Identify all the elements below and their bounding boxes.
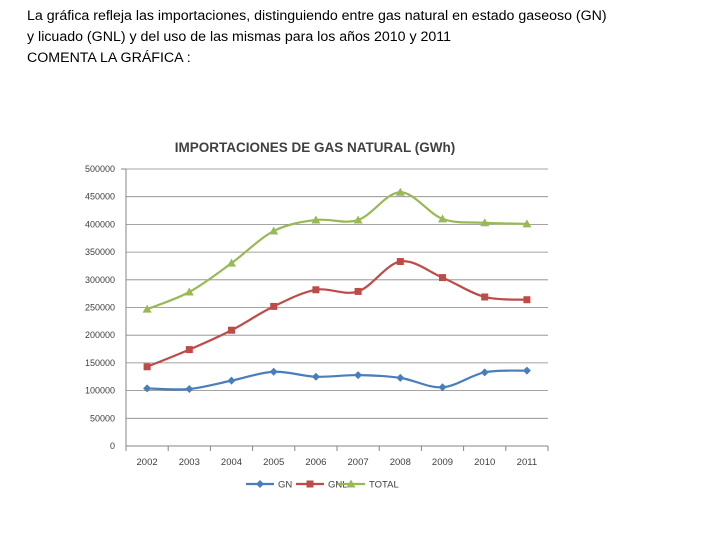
- y-tick-label: 300000: [85, 275, 115, 285]
- legend-marker-gn: [256, 480, 264, 488]
- data-point-gn: [522, 366, 531, 375]
- y-tick-label: 500000: [85, 164, 115, 174]
- data-point-total: [522, 219, 532, 228]
- intro-text: La gráfica refleja las importaciones, di…: [27, 6, 707, 69]
- data-point-gn: [185, 384, 194, 393]
- x-tick-label: 2005: [263, 457, 284, 468]
- intro-line-2: y licuado (GNL) y del uso de las mismas …: [27, 29, 452, 45]
- y-tick-label: 450000: [85, 192, 115, 202]
- data-point-gnl: [481, 293, 489, 301]
- series-line-gnl: [146, 260, 527, 368]
- chart-title: IMPORTACIONES DE GAS NATURAL (GWh): [175, 140, 456, 155]
- data-point-total: [438, 214, 447, 223]
- data-point-gnl: [143, 363, 151, 371]
- y-tick-label: 200000: [85, 330, 115, 340]
- x-tick-label: 2006: [305, 457, 326, 468]
- data-point-total: [311, 215, 321, 224]
- data-point-total: [353, 215, 363, 224]
- data-point-total: [227, 258, 236, 267]
- legend-label-gn: GN: [278, 480, 292, 491]
- y-tick-label: 0: [110, 441, 115, 451]
- data-point-gn: [143, 384, 152, 393]
- data-point-gn: [227, 376, 236, 385]
- data-point-gn: [438, 383, 447, 392]
- x-tick-label: 2007: [348, 457, 369, 468]
- y-tick-label: 350000: [85, 247, 115, 257]
- x-tick-label: 2009: [432, 457, 453, 468]
- data-point-gn: [480, 368, 489, 377]
- data-point-total: [184, 287, 194, 296]
- legend-marker-gnl: [306, 480, 314, 488]
- y-tick-label: 50000: [90, 413, 115, 423]
- data-point-gn: [311, 372, 320, 381]
- intro-line-3: COMENTA LA GRÁFICA :: [27, 50, 191, 66]
- data-point-gn: [269, 367, 278, 376]
- x-tick-label: 2010: [474, 457, 495, 468]
- data-point-gn: [396, 373, 405, 382]
- data-point-gnl: [396, 258, 404, 266]
- legend-marker-total: [346, 479, 356, 488]
- data-point-gnl: [354, 287, 362, 295]
- x-tick-label: 2011: [517, 457, 537, 468]
- x-tick-label: 2008: [390, 457, 411, 468]
- data-point-gnl: [439, 274, 446, 282]
- data-point-gnl: [228, 326, 235, 334]
- x-tick-label: 2004: [221, 457, 242, 468]
- y-tick-label: 100000: [85, 386, 115, 396]
- data-point-gnl: [312, 286, 320, 294]
- data-point-gnl: [270, 302, 278, 310]
- data-point-gn: [354, 371, 363, 380]
- data-point-total: [480, 218, 490, 227]
- x-tick-label: 2003: [179, 457, 200, 468]
- data-point-total: [395, 187, 405, 196]
- intro-line-1: La gráfica refleja las importaciones, di…: [27, 8, 607, 24]
- data-point-total: [269, 226, 279, 235]
- series-line-total: [146, 191, 527, 311]
- data-point-total: [142, 304, 152, 313]
- y-tick-label: 250000: [85, 303, 115, 313]
- data-point-gnl: [185, 346, 193, 354]
- data-point-gnl: [523, 296, 531, 304]
- x-tick-label: 2002: [137, 457, 158, 468]
- legend-label-total: TOTAL: [369, 480, 399, 491]
- y-tick-label: 150000: [85, 358, 115, 368]
- y-tick-label: 400000: [85, 219, 115, 229]
- series-line-gn: [147, 369, 527, 391]
